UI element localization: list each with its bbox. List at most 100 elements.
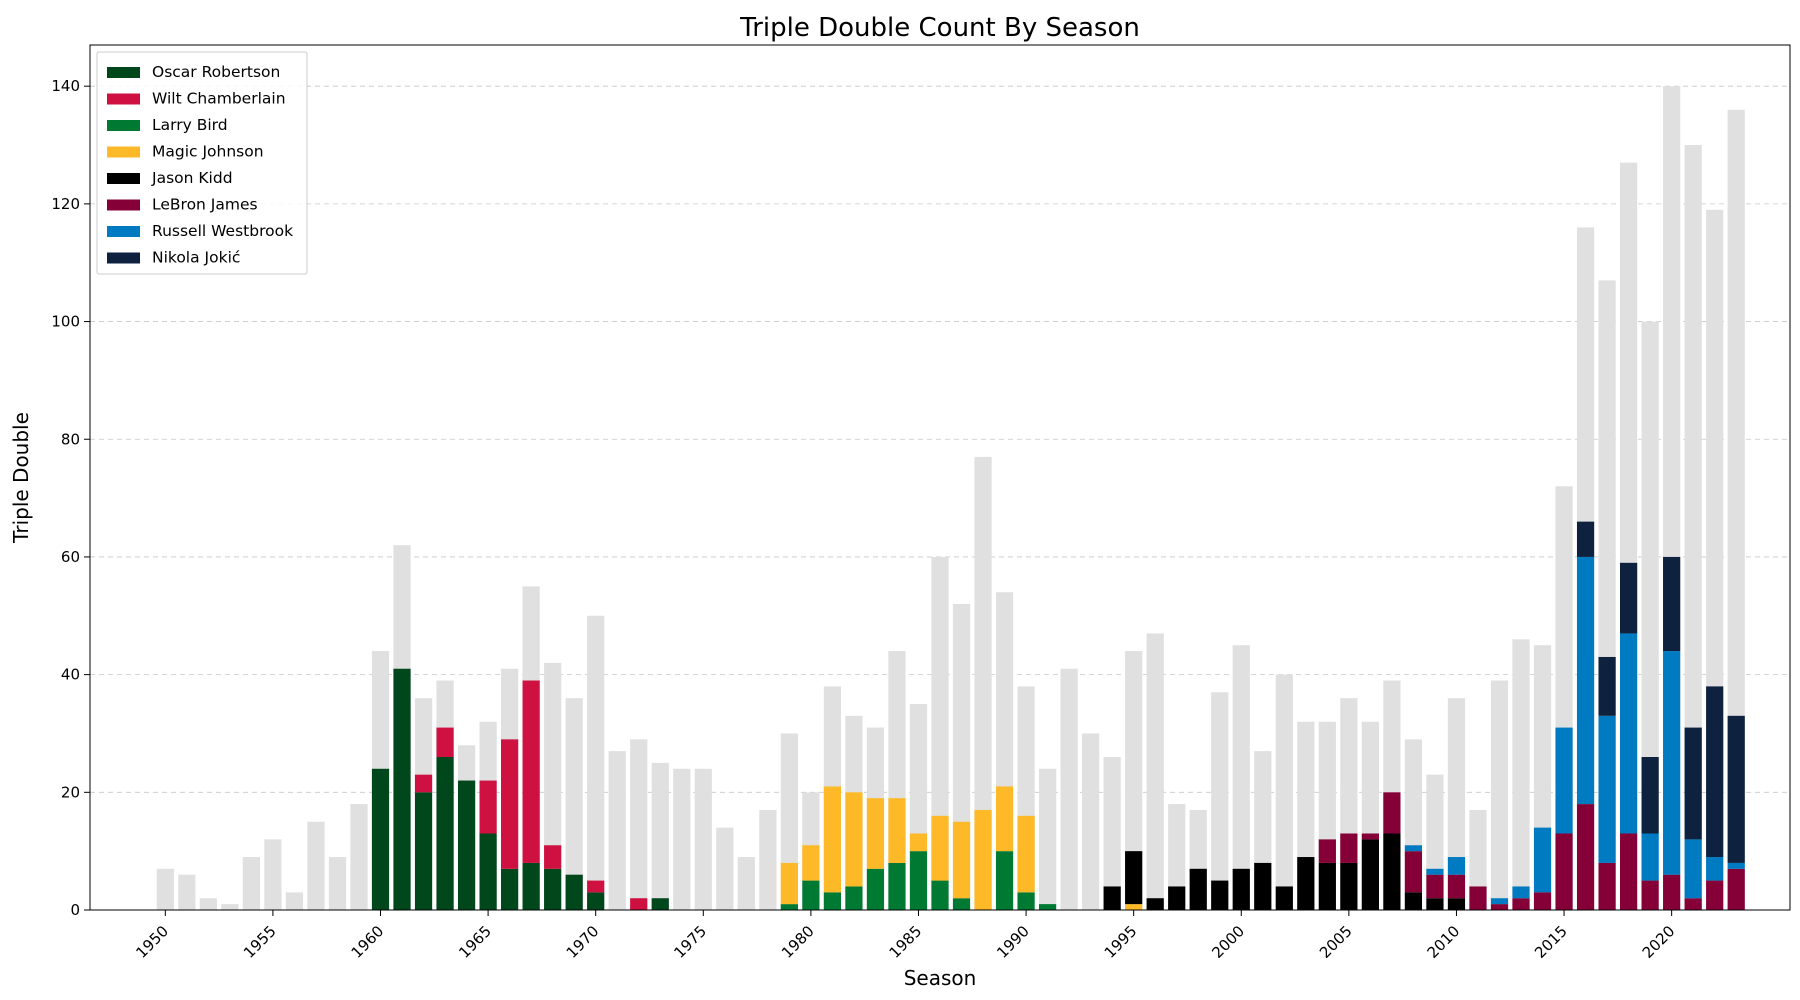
bar-jason-kidd	[1168, 886, 1186, 910]
bar-jason-kidd	[1103, 886, 1121, 910]
bar-larry-bird	[952, 898, 971, 910]
bar-oscar-robertson	[479, 833, 497, 910]
legend-label: Wilt Chamberlain	[152, 90, 286, 108]
bar-lebron-james	[1533, 892, 1552, 910]
legend: Oscar Robertson Wilt Chamberlain Larry Bir…	[96, 51, 308, 275]
bar-oscar-robertson	[371, 768, 390, 910]
x-tick-label: 2005	[1316, 922, 1356, 962]
x-tick-label: 1985	[886, 922, 926, 962]
bar-lebron-james	[1426, 874, 1444, 899]
bar-magic-johnson	[974, 809, 992, 910]
bar-lebron-james	[1555, 833, 1573, 910]
bar-magic-johnson	[866, 798, 885, 869]
bar-wilt-chamberlain	[414, 774, 433, 793]
bar-wilt-chamberlain	[544, 845, 562, 869]
bar-lebron-james	[1512, 898, 1530, 910]
bar-oscar-robertson	[522, 862, 540, 910]
bar-oscar-robertson	[436, 757, 454, 910]
total-bar	[587, 615, 605, 910]
bar-wilt-chamberlain	[436, 727, 454, 758]
x-tick-label: 1955	[240, 922, 280, 962]
total-bar	[156, 868, 174, 910]
x-tick-label: 1990	[993, 922, 1033, 962]
y-tick-label: 100	[51, 313, 80, 331]
bar-nikola-joki	[1620, 562, 1638, 634]
bar-larry-bird	[1017, 892, 1035, 910]
legend-label: Russell Westbrook	[152, 222, 293, 240]
total-bar	[716, 827, 734, 910]
total-bar	[1060, 668, 1078, 910]
legend-label: Larry Bird	[152, 116, 228, 134]
y-axis-label: Triple Double	[9, 412, 33, 544]
bar-lebron-james	[1706, 880, 1724, 910]
y-tick-label: 60	[61, 548, 80, 566]
bar-oscar-robertson	[414, 792, 433, 910]
legend-label: Nikola Jokić	[152, 249, 240, 267]
y-tick-label: 80	[61, 430, 80, 448]
bar-jason-kidd	[1211, 880, 1229, 910]
bar-oscar-robertson	[393, 668, 411, 910]
bar-lebron-james	[1727, 868, 1745, 910]
total-bar	[1038, 768, 1057, 910]
bar-russell-westbrook	[1727, 862, 1745, 869]
total-bar	[199, 898, 217, 910]
bar-magic-johnson	[1125, 904, 1143, 910]
legend-swatch	[107, 67, 140, 78]
bar-russell-westbrook	[1404, 845, 1423, 852]
x-tick-label: 2015	[1531, 922, 1571, 962]
bar-lebron-james	[1340, 833, 1358, 863]
bar-magic-johnson	[995, 786, 1014, 852]
total-bar	[630, 739, 648, 910]
bar-lebron-james	[1361, 833, 1379, 840]
total-bar	[1146, 633, 1164, 910]
y-axis-ticks: 0 20 40 60 80 100 120 140	[51, 77, 90, 919]
total-bar	[694, 768, 712, 910]
bar-russell-westbrook	[1426, 868, 1444, 875]
x-tick-label: 1975	[670, 922, 710, 962]
total-bar	[1082, 733, 1100, 910]
total-bar	[1512, 639, 1530, 910]
bar-russell-westbrook	[1620, 633, 1638, 834]
bar-russell-westbrook	[1641, 833, 1659, 881]
bar-russell-westbrook	[1512, 886, 1530, 899]
total-bar	[1727, 109, 1745, 910]
bar-larry-bird	[995, 851, 1014, 910]
bar-magic-johnson	[931, 815, 949, 881]
bar-russell-westbrook	[1706, 857, 1724, 881]
bar-magic-johnson	[845, 792, 863, 887]
bar-jason-kidd	[1189, 868, 1207, 910]
x-axis-label: Season	[904, 966, 977, 990]
bar-jason-kidd	[1340, 862, 1358, 910]
bar-magic-johnson	[1017, 815, 1035, 893]
bar-larry-bird	[823, 892, 842, 910]
bar-oscar-robertson	[565, 874, 583, 910]
bar-larry-bird	[780, 904, 798, 910]
total-bar	[974, 456, 992, 910]
bar-wilt-chamberlain	[479, 780, 497, 834]
legend-swatch	[107, 146, 140, 158]
bar-russell-westbrook	[1490, 898, 1509, 905]
x-tick-label: 2000	[1208, 922, 1248, 962]
total-bar	[1232, 645, 1250, 910]
bar-nikola-joki	[1641, 757, 1659, 834]
bar-nikola-joki	[1684, 727, 1702, 840]
x-tick-label: 1970	[563, 922, 603, 962]
bar-lebron-james	[1490, 904, 1509, 910]
x-tick-label: 2010	[1424, 922, 1464, 962]
total-bar	[350, 804, 368, 910]
bar-oscar-robertson	[457, 780, 476, 910]
bar-lebron-james	[1663, 874, 1681, 910]
bar-oscar-robertson	[544, 868, 562, 910]
bar-magic-johnson	[952, 821, 971, 899]
bar-oscar-robertson	[501, 868, 519, 910]
bar-larry-bird	[1038, 904, 1057, 910]
bar-lebron-james	[1641, 880, 1659, 910]
total-bar	[608, 751, 626, 910]
bar-jason-kidd	[1297, 857, 1315, 910]
x-tick-label: 2020	[1639, 922, 1679, 962]
total-bar	[307, 821, 325, 910]
total-bar	[221, 904, 239, 910]
bar-jason-kidd	[1426, 898, 1444, 910]
bar-jason-kidd	[1275, 886, 1293, 910]
bar-jason-kidd	[1125, 851, 1143, 905]
